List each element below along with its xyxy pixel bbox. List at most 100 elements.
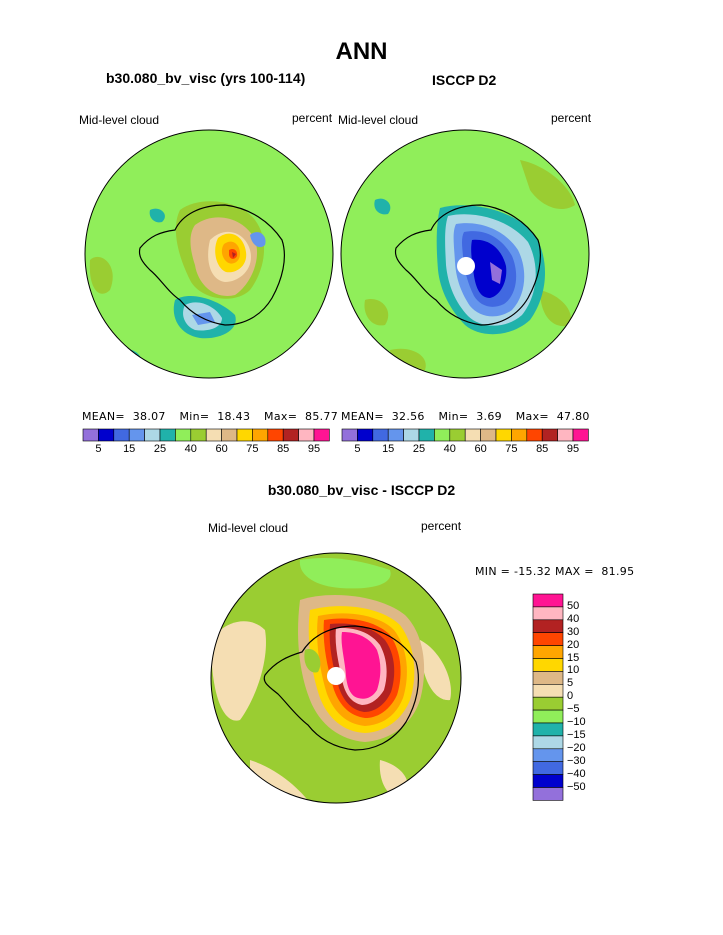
left-max-label: Max= <box>264 410 298 423</box>
right-mean-value: 32.56 <box>391 410 425 423</box>
difference-colorbar-tick-label: 5 <box>567 677 574 690</box>
left-colorbar-swatch <box>190 428 207 442</box>
left-colorbar-tick-label: 85 <box>277 443 290 455</box>
left-units-label: percent <box>292 111 333 125</box>
difference-colorbar-swatch <box>532 619 564 633</box>
left-case-title: b30.080_bv_visc (yrs 100-114) <box>106 70 306 86</box>
right-variable-label: Mid-level cloud <box>338 113 419 127</box>
right-mean-label: MEAN= <box>341 410 384 423</box>
difference-colorbar-tick-label: 20 <box>567 638 580 651</box>
left-colorbar-swatch <box>267 428 284 442</box>
difference-colorbar-swatch <box>532 696 564 711</box>
left-min-value: 18.43 <box>217 410 251 423</box>
left-colorbar-swatch <box>236 428 253 442</box>
right-min-label: Min= <box>438 410 469 423</box>
left-colorbar-swatch <box>128 428 145 442</box>
left-polar-map <box>85 130 333 378</box>
difference-colorbar-tick-label: −5 <box>567 703 580 716</box>
difference-colorbar-swatch <box>532 683 564 698</box>
left-colorbar-swatch <box>159 428 176 442</box>
difference-colorbar-swatch <box>532 593 564 608</box>
diff-variable-label: Mid-level cloud <box>208 521 289 535</box>
right-colorbar-tick-label: 5 <box>354 443 361 455</box>
difference-colorbar-tick-label: 15 <box>567 651 580 664</box>
left-variable-label: Mid-level cloud <box>79 113 160 127</box>
difference-colorbar-tick-label: 40 <box>567 612 580 625</box>
right-colorbar-swatch <box>557 428 574 442</box>
right-colorbar-tick-label: 85 <box>536 443 549 455</box>
right-colorbar-swatch <box>357 428 374 442</box>
difference-colorbar-swatch <box>532 735 564 750</box>
right-colorbar-swatch <box>418 428 435 442</box>
left-colorbar-tick-label: 40 <box>184 443 197 455</box>
difference-colorbar-swatch <box>532 722 564 737</box>
left-colorbar-swatch <box>98 428 115 442</box>
difference-colorbar-tick-label: 10 <box>567 664 580 677</box>
right-case-title: ISCCP D2 <box>432 72 497 88</box>
difference-colorbar-swatch <box>532 645 564 659</box>
left-colorbar-swatch <box>113 428 130 442</box>
difference-colorbar-swatch <box>532 787 564 801</box>
left-colorbar-tick-label: 15 <box>123 443 136 455</box>
right-colorbar-swatch <box>434 428 451 442</box>
right-colorbar-swatch <box>511 428 528 442</box>
left-colorbar-tick-label: 5 <box>95 443 102 455</box>
right-colorbar <box>341 428 589 442</box>
difference-colorbar-tick-label: −50 <box>567 780 586 793</box>
difference-colorbar-swatch <box>532 774 564 788</box>
diff-case-title: b30.080_bv_visc - ISCCP D2 <box>267 482 456 498</box>
left-colorbar-swatch <box>282 428 299 442</box>
left-colorbar-swatch <box>298 428 315 442</box>
left-colorbar-swatch <box>175 428 192 442</box>
right-stats: MEAN= 32.56 Min= 3.69 Max= 47.80 <box>341 410 611 423</box>
right-colorbar-swatch <box>572 428 589 442</box>
difference-colorbar-tick-label: −10 <box>567 716 586 728</box>
right-colorbar-swatch <box>372 428 389 442</box>
left-colorbar-tick-label: 25 <box>153 443 167 455</box>
left-colorbar-swatch <box>221 428 238 442</box>
difference-polar-map <box>211 553 461 803</box>
right-colorbar-swatch <box>495 428 512 442</box>
difference-colorbar-swatch <box>532 671 564 685</box>
right-colorbar-tick-label: 25 <box>412 443 426 455</box>
difference-colorbar-tick-label: −40 <box>567 767 586 780</box>
right-polar-map <box>341 130 589 378</box>
difference-colorbar-swatch <box>532 748 564 762</box>
left-colorbar-tick-label: 75 <box>246 443 259 455</box>
diff-units-label: percent <box>421 519 462 533</box>
right-colorbar-swatch <box>403 428 420 442</box>
figure-title: ANN <box>335 38 388 65</box>
left-min-label: Min= <box>179 410 210 423</box>
right-max-label: Max= <box>515 410 549 423</box>
difference-colorbar-tick-label: 30 <box>567 625 580 638</box>
difference-colorbar-swatch <box>532 632 564 646</box>
left-colorbar-swatch <box>144 428 161 442</box>
right-colorbar-swatch <box>480 428 497 442</box>
left-stats: MEAN= 38.07 Min= 18.43 Max= 85.77 <box>82 410 342 423</box>
left-mean-label: MEAN= <box>82 410 125 423</box>
left-colorbar <box>82 428 330 442</box>
right-colorbar-swatch <box>541 428 558 442</box>
difference-colorbar-tick-label: 50 <box>567 599 580 612</box>
left-colorbar-tick-label: 95 <box>307 443 321 455</box>
left-colorbar-swatch <box>252 428 269 442</box>
right-colorbar-tick-label: 15 <box>382 443 395 455</box>
right-colorbar-swatch <box>387 428 404 442</box>
left-colorbar-swatch <box>313 428 330 442</box>
difference-colorbar-swatch <box>532 709 564 724</box>
right-colorbar-swatch <box>341 428 358 442</box>
difference-colorbar-swatch <box>532 761 564 775</box>
right-max-value: 47.80 <box>556 410 590 423</box>
difference-colorbar-tick-label: 0 <box>567 690 574 703</box>
difference-colorbar <box>532 593 564 801</box>
right-min-value: 3.69 <box>476 410 502 423</box>
difference-colorbar-tick-label: −30 <box>567 754 586 767</box>
left-colorbar-swatch <box>205 428 222 442</box>
difference-colorbar-tick-label: −20 <box>567 741 586 754</box>
left-colorbar-tick-label: 60 <box>215 443 228 455</box>
right-colorbar-tick-label: 95 <box>566 443 580 455</box>
diff-minmax: MIN = -15.32 MAX = 81.95 <box>475 565 635 578</box>
right-colorbar-swatch <box>449 428 466 442</box>
right-colorbar-swatch <box>464 428 481 442</box>
